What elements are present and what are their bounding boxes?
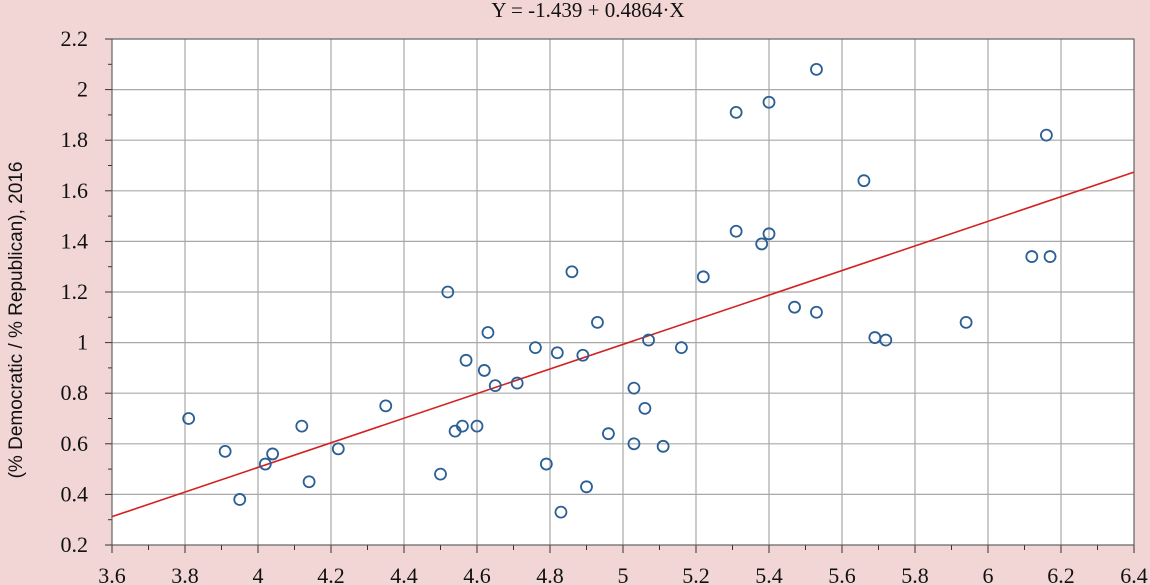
data-point [233,493,247,506]
plot-frame [111,38,1135,546]
chart-title: Y = -1.439 + 0.4864·X [491,0,684,22]
y-tick-label: 0.2 [61,532,89,557]
data-point [510,376,524,390]
data-point [441,285,455,299]
data-point [565,265,579,279]
data-point [459,353,473,367]
data-point [379,399,393,413]
x-tick-label: 4 [253,563,264,585]
data-point [1040,128,1053,142]
data-point [755,237,769,251]
x-tick-label: 5.2 [682,563,710,585]
data-point [810,62,823,76]
x-tick-label: 3.8 [171,563,199,585]
x-tick-label: 5.6 [828,563,856,585]
y-tick-label: 0.4 [61,481,89,506]
x-tick-label: 6.4 [1120,563,1148,585]
data-point [642,333,655,347]
data-point [627,381,641,395]
x-tick-label: 5 [618,563,629,585]
x-tick-label: 4.2 [317,563,345,585]
y-tick-label: 1.2 [61,279,89,304]
data-point [302,475,316,489]
data-point [591,315,604,329]
x-tick-label: 5.8 [901,563,929,585]
tick-marks [105,38,1135,553]
data-point [182,412,196,425]
data-point [1043,250,1057,263]
y-axis-label: (% Democratic / % Republican), 2016 [6,162,27,479]
data-point [550,346,564,360]
data-point [218,444,232,458]
x-tick-label: 5.4 [755,563,783,585]
y-tick-label: 1.6 [61,178,89,203]
data-point [879,333,893,347]
data-point [481,326,495,339]
y-tick-label: 1 [77,330,88,355]
data-points [182,62,1057,519]
data-point [295,419,309,433]
data-point [576,348,590,362]
x-tick-labels: 3.6 3.8 4 4.2 4.4 4.6 4.8 5 5.2 5.4 5.6 5.8 6 6.2 6.4 [98,563,1148,585]
data-point [455,419,469,433]
data-point [729,224,743,238]
data-point [580,480,593,494]
data-point [554,505,568,519]
data-point [810,305,823,319]
data-point [675,341,688,355]
x-tick-label: 6.2 [1047,563,1075,585]
data-point [331,442,345,456]
x-tick-label: 3.6 [98,563,126,585]
y-tick-label: 0.6 [61,431,89,456]
data-point [762,227,776,241]
data-point [627,437,641,451]
data-point [959,315,973,329]
y-tick-label: 2.2 [61,26,89,51]
y-tick-label: 2 [77,77,88,102]
y-tick-label: 1.4 [61,228,89,253]
data-point [857,174,871,188]
data-point [1025,250,1039,263]
data-point [266,447,280,461]
x-tick-label: 6 [983,563,994,585]
data-point [434,467,447,481]
data-point [539,457,553,471]
data-point [470,419,484,433]
x-tick-label: 4.8 [536,563,564,585]
data-point [529,341,542,355]
x-tick-label: 4.4 [390,563,418,585]
regression-line [111,171,1135,518]
data-point [488,379,502,393]
data-point [762,95,776,109]
data-point [638,401,652,415]
x-tick-label: 4.6 [463,563,491,585]
y-tick-labels: 0.2 0.4 0.6 0.8 1 1.2 1.4 1.6 1.8 2 2.2 [61,26,89,557]
y-tick-label: 0.8 [61,380,89,405]
data-point [602,427,615,441]
data-point [788,300,801,314]
y-tick-label: 1.8 [61,127,89,152]
data-point [656,439,670,453]
data-point [477,364,491,377]
data-point [729,105,743,119]
data-point [696,270,710,284]
data-point [258,457,272,471]
